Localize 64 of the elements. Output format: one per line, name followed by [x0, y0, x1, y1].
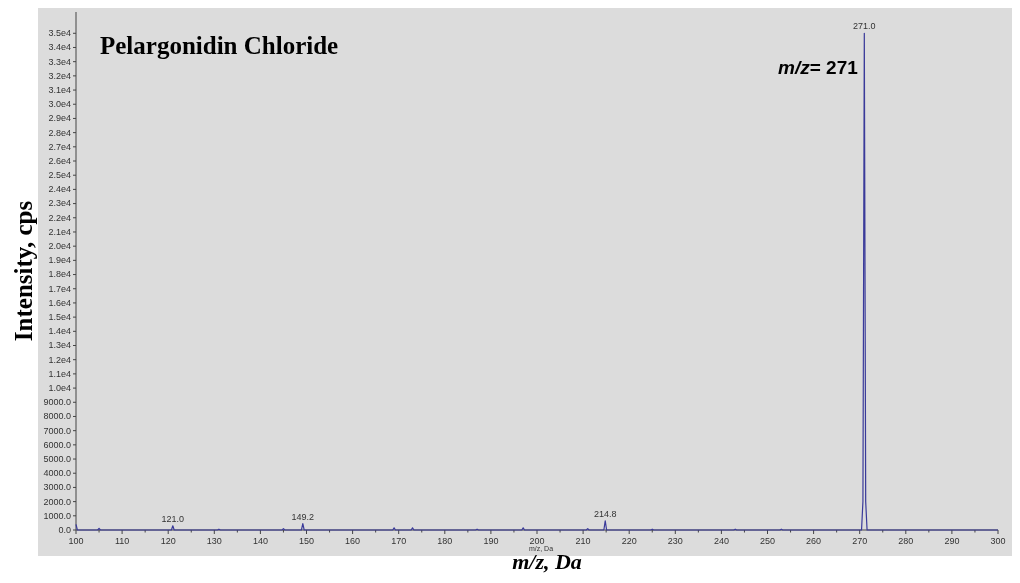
y-tick-label: 3000.0 [43, 482, 71, 493]
y-tick-label: 3.1e4 [48, 84, 71, 95]
y-tick-label: 1.5e4 [48, 312, 71, 322]
x-tick-label: 280 [898, 536, 914, 546]
x-tick-label: 130 [206, 536, 222, 546]
y-tick-label: 6000.0 [43, 439, 71, 450]
x-tick-label: 120 [160, 536, 176, 546]
annotation: 271.0 [853, 21, 876, 32]
y-tick-label: 4000.0 [43, 468, 71, 479]
x-tick-label: 160 [345, 536, 361, 546]
y-tick-label: 9000.0 [43, 397, 71, 408]
y-tick-label: 1.7e4 [48, 283, 71, 294]
x-tick-label: 240 [713, 536, 729, 546]
y-tick-label: 3.2e4 [48, 70, 71, 81]
annotation: m/z= 271 [778, 57, 859, 78]
y-tick-label: 1.4e4 [48, 326, 71, 337]
y-tick-label: 1.8e4 [48, 269, 71, 280]
x-tick-label: 150 [298, 536, 315, 546]
y-tick-label: 2.3e4 [48, 198, 71, 209]
annotation: 149.2 [291, 511, 315, 522]
y-tick-label: 3.0e4 [48, 99, 71, 110]
x-tick-label: 100 [68, 536, 84, 546]
y-tick-label: 2.7e4 [48, 141, 71, 152]
y-axis-title: Intensity, cps [10, 200, 37, 342]
x-tick-label: 200 [529, 536, 545, 546]
x-tick-label: 180 [437, 536, 453, 546]
x-tick-label: 250 [759, 536, 776, 546]
y-tick-label: 1.6e4 [48, 297, 71, 308]
y-tick-label: 1.9e4 [48, 255, 71, 266]
y-tick-label: 1000.0 [43, 510, 71, 521]
y-tick-label: 2.8e4 [48, 127, 71, 138]
y-tick-label: 2.9e4 [48, 113, 71, 124]
y-tick-label: 1.0e4 [48, 382, 71, 393]
x-tick-label: 190 [483, 536, 499, 546]
x-tick-label: 230 [667, 536, 683, 546]
x-tick-label: 140 [252, 536, 268, 546]
y-tick-label: 2.0e4 [48, 241, 71, 252]
x-tick-label: 210 [575, 536, 591, 546]
y-tick-label: 2000.0 [43, 496, 71, 507]
y-tick-label: 2.6e4 [48, 155, 71, 166]
y-tick-label: 3.3e4 [48, 56, 71, 67]
y-tick-label: 8000.0 [43, 411, 71, 422]
y-tick-label: 3.4e4 [48, 42, 71, 53]
x-tick-label: 260 [806, 536, 822, 546]
x-tick-label: 290 [944, 536, 960, 546]
y-tick-label: 1.2e4 [48, 354, 71, 365]
y-tick-label: 2.4e4 [48, 184, 71, 195]
annotation: 121.0 [161, 513, 185, 524]
x-tick-label: 300 [990, 536, 1006, 546]
annotation: 214.8 [593, 508, 617, 519]
y-tick-label: 0.0 [58, 524, 71, 535]
y-tick-label: 5000.0 [43, 453, 71, 464]
y-tick-label: 1.1e4 [48, 368, 71, 379]
y-tick-label: 2.1e4 [48, 226, 71, 237]
y-tick-label: 1.3e4 [48, 340, 71, 351]
y-tick-label: 2.5e4 [48, 170, 71, 181]
y-tick-label: 7000.0 [43, 425, 71, 436]
x-tick-label: 110 [114, 536, 130, 546]
y-tick-label: 2.2e4 [48, 212, 71, 223]
x-tick-label: 270 [852, 536, 868, 546]
x-tick-label: 170 [391, 536, 407, 546]
y-tick-label: 3.5e4 [48, 28, 71, 39]
text: Pelargonidin Chloride [100, 32, 339, 59]
x-tick-label: 220 [621, 536, 637, 546]
